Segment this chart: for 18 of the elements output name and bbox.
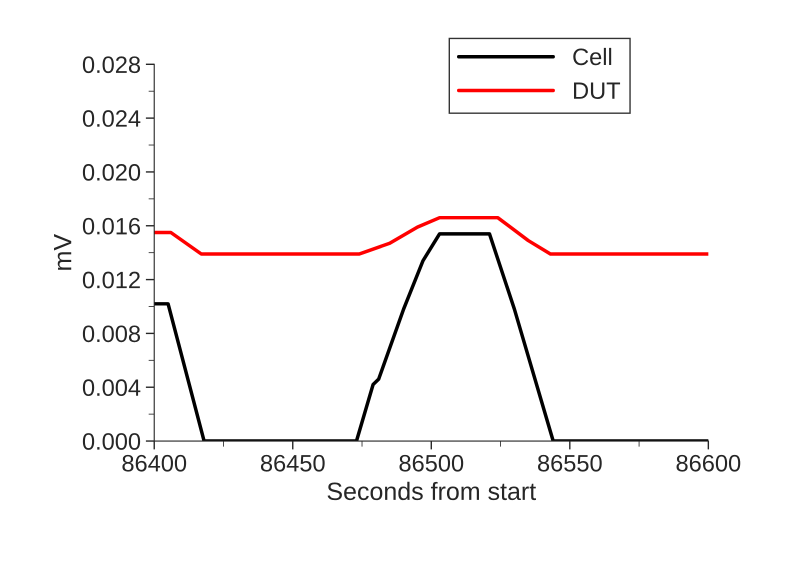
y-tick-label: 0.008 (82, 325, 140, 342)
y-tick-label: 0.012 (82, 272, 140, 288)
y-tick-label: 0.000 (82, 433, 140, 450)
y-tick-label: 0.004 (82, 379, 140, 396)
line-series (154, 216, 708, 256)
y-tick-label: 0.028 (82, 56, 140, 74)
x-tick-label: 86550 (538, 454, 602, 472)
y-axis-title: mV (54, 234, 72, 270)
y-tick-label: 0.020 (82, 164, 140, 181)
x-axis-title: Seconds from start (328, 482, 536, 500)
x-tick-label: 86400 (122, 454, 186, 472)
y-tick-label: 0.016 (82, 218, 140, 235)
legend-label: Cell (573, 48, 612, 66)
x-tick-label: 86500 (399, 454, 464, 472)
x-tick-label: 86450 (260, 454, 325, 472)
legend-label: DUT (574, 82, 620, 100)
x-tick-label: 86600 (676, 454, 740, 472)
y-tick-label: 0.024 (82, 110, 140, 127)
